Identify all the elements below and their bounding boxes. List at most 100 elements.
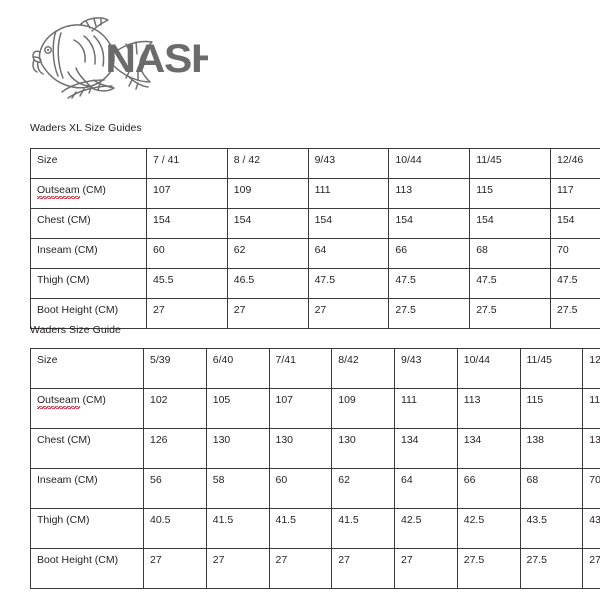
table-cell: 40.5	[143, 508, 207, 549]
table-cell: 62	[331, 468, 395, 509]
header-cell-size-option: 11/45	[469, 148, 551, 179]
table-cell: 130	[331, 428, 395, 469]
table-cell: 27	[394, 548, 458, 589]
nash-brand-logo: NASH	[28, 14, 208, 102]
table-cell: 154	[388, 208, 471, 239]
table-cell: 62	[226, 238, 309, 269]
header-cell-size: Size	[30, 348, 144, 389]
table-cell: 64	[307, 238, 390, 269]
table-cell: 41.5	[331, 508, 395, 549]
table-row: Chest (CM) 126 130 130 130 134 134 138 1…	[30, 428, 600, 469]
table-cell: 27.5	[549, 298, 600, 329]
table-cell: 68	[469, 238, 551, 269]
waders-size-guide-title: Waders Size Guide	[30, 324, 121, 336]
table-cell: 113	[456, 388, 521, 429]
table-cell: 111	[394, 388, 458, 429]
header-cell-size-option: 10/44	[456, 348, 521, 389]
table-cell: 107	[268, 388, 333, 429]
table-cell: 47.5	[549, 268, 600, 299]
logo-wordmark: NASH	[105, 36, 208, 81]
table-cell: 27	[268, 548, 333, 589]
table-cell: 46.5	[226, 268, 309, 299]
row-label-outseam: Outseam (CM)	[30, 388, 144, 429]
row-label-outseam: Outseam (CM)	[30, 178, 147, 209]
table-cell: 138	[519, 428, 584, 469]
table-cell: 68	[519, 468, 584, 509]
row-label-unit: (CM)	[79, 394, 106, 406]
table-cell: 42.5	[394, 508, 458, 549]
table-cell: 134	[456, 428, 521, 469]
table-cell: 27	[146, 298, 228, 329]
row-label-unit: (CM)	[79, 184, 106, 196]
table-row: Chest (CM) 154 154 154 154 154 154	[30, 208, 600, 239]
table-header-row: Size 5/39 6/40 7/41 8/42 9/43 10/44 11/4…	[30, 348, 600, 389]
table-cell: 117	[582, 388, 600, 429]
table-row: Inseam (CM) 60 62 64 66 68 70	[30, 238, 600, 269]
table-cell: 47.5	[469, 268, 551, 299]
header-cell-size-option: 9/43	[307, 148, 390, 179]
table-cell: 27	[226, 298, 309, 329]
table-cell: 43.5	[582, 508, 600, 549]
table-cell: 64	[394, 468, 458, 509]
header-cell-size-option: 12/46	[582, 348, 600, 389]
table-cell: 27.5	[519, 548, 584, 589]
carp-fish-icon: NASH	[32, 17, 208, 99]
spellcheck-word: Outseam	[37, 394, 80, 409]
row-label-chest: Chest (CM)	[30, 208, 147, 239]
table-cell: 113	[388, 178, 471, 209]
header-cell-size-option: 5/39	[143, 348, 207, 389]
table-cell: 126	[143, 428, 207, 469]
table-cell: 154	[146, 208, 228, 239]
table-cell: 56	[143, 468, 207, 509]
table-cell: 70	[549, 238, 600, 269]
header-cell-size-option: 11/45	[519, 348, 584, 389]
table-cell: 27.5	[388, 298, 471, 329]
table-cell: 138	[582, 428, 600, 469]
table-cell: 105	[205, 388, 270, 429]
waders-xl-size-guide-title: Waders XL Size Guides	[30, 122, 142, 134]
table-cell: 70	[582, 468, 600, 509]
row-label-inseam: Inseam (CM)	[30, 468, 144, 509]
table-cell: 66	[388, 238, 471, 269]
table-cell: 27	[307, 298, 390, 329]
header-cell-size-option: 7 / 41	[146, 148, 228, 179]
table-cell: 27	[205, 548, 270, 589]
row-label-thigh: Thigh (CM)	[30, 268, 147, 299]
table-cell: 154	[226, 208, 309, 239]
table-cell: 115	[469, 178, 551, 209]
table-cell: 27.5	[456, 548, 521, 589]
table-cell: 130	[205, 428, 270, 469]
row-label-chest: Chest (CM)	[30, 428, 144, 469]
table-cell: 58	[205, 468, 270, 509]
row-label-inseam: Inseam (CM)	[30, 238, 147, 269]
table-row: Outseam (CM) 107 109 111 113 115 117	[30, 178, 600, 209]
header-cell-size-option: 7/41	[268, 348, 333, 389]
header-cell-size-option: 6/40	[205, 348, 270, 389]
table-cell: 47.5	[388, 268, 471, 299]
header-cell-size-option: 9/43	[394, 348, 458, 389]
table-cell: 66	[456, 468, 521, 509]
table-cell: 45.5	[146, 268, 228, 299]
table-cell: 111	[307, 178, 390, 209]
table-cell: 134	[394, 428, 458, 469]
header-cell-size-option: 8 / 42	[226, 148, 309, 179]
table-cell: 27	[143, 548, 207, 589]
table-cell: 117	[549, 178, 600, 209]
table-cell: 47.5	[307, 268, 390, 299]
table-row: Thigh (CM) 40.5 41.5 41.5 41.5 42.5 42.5…	[30, 508, 600, 549]
table-cell: 154	[307, 208, 390, 239]
waders-size-table: Size 5/39 6/40 7/41 8/42 9/43 10/44 11/4…	[30, 348, 600, 589]
table-cell: 27	[331, 548, 395, 589]
table-row: Outseam (CM) 102 105 107 109 111 113 115…	[30, 388, 600, 429]
table-row: Thigh (CM) 45.5 46.5 47.5 47.5 47.5 47.5	[30, 268, 600, 299]
table-row: Boot Height (CM) 27 27 27 27 27 27.5 27.…	[30, 548, 600, 589]
row-label-boot-height: Boot Height (CM)	[30, 298, 147, 329]
table-cell: 41.5	[268, 508, 333, 549]
header-cell-size: Size	[30, 148, 147, 179]
table-cell: 102	[143, 388, 207, 429]
table-cell: 115	[519, 388, 584, 429]
table-cell: 107	[146, 178, 228, 209]
row-label-thigh: Thigh (CM)	[30, 508, 144, 549]
row-label-boot-height: Boot Height (CM)	[30, 548, 144, 589]
table-cell: 41.5	[205, 508, 270, 549]
